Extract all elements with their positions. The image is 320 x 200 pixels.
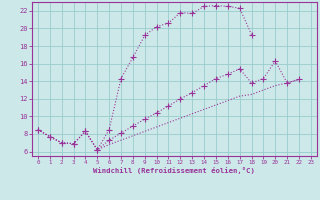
- X-axis label: Windchill (Refroidissement éolien,°C): Windchill (Refroidissement éolien,°C): [93, 167, 255, 174]
